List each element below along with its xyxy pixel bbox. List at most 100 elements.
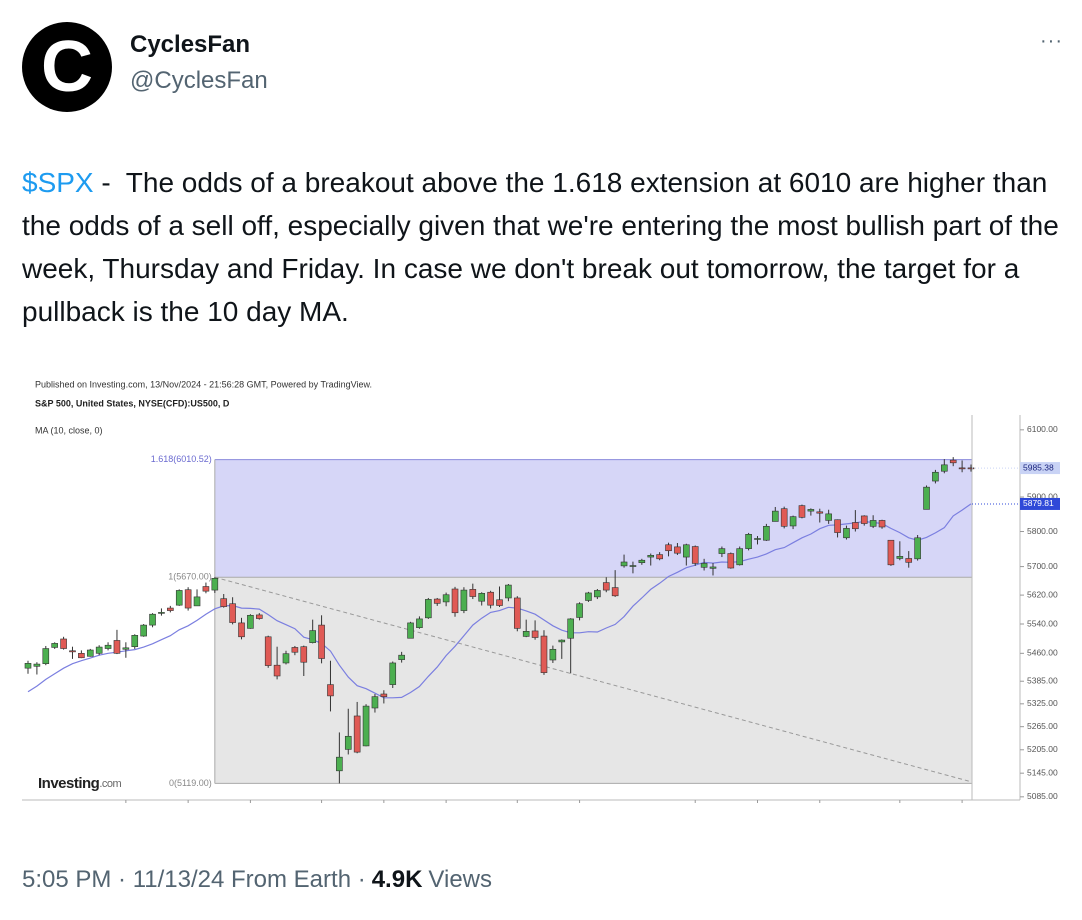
candle-body <box>834 519 841 533</box>
y-tick-label: 5460.00 <box>1027 648 1058 658</box>
candle-body <box>647 555 655 558</box>
candle-body <box>736 548 743 566</box>
user-name[interactable]: CyclesFan <box>130 31 251 58</box>
candle-body <box>256 614 263 619</box>
candle-body <box>718 548 726 554</box>
candle-body <box>798 505 806 518</box>
price-badge-label: 5879.81 <box>1023 498 1054 508</box>
candle-body <box>754 538 761 540</box>
y-tick-label: 6100.00 <box>1027 424 1058 434</box>
candle-body <box>273 664 281 677</box>
candle-body <box>665 544 672 552</box>
price-badge <box>1020 462 1060 475</box>
candle-body <box>923 486 930 510</box>
y-tick-label: 5620.00 <box>1027 589 1058 599</box>
candle-body <box>469 589 477 597</box>
candle-body <box>949 459 957 464</box>
candle-body <box>878 520 886 528</box>
y-tick-label: 5385.00 <box>1027 675 1058 685</box>
candle-body <box>816 511 824 514</box>
candle-body <box>558 639 566 643</box>
candle-body <box>611 587 619 597</box>
fib-label: 1.618(6010.52) <box>151 454 212 464</box>
candle-body <box>175 590 183 606</box>
candle-body <box>594 590 601 598</box>
candle-body <box>264 636 272 666</box>
user-handle[interactable]: @CyclesFan <box>130 67 268 94</box>
candle-body <box>843 528 850 539</box>
candle-body <box>140 624 147 637</box>
y-tick-label: 5900.00 <box>1027 491 1058 501</box>
chart: Published on Investing.com, 13/Nov/2024 … <box>22 379 1060 803</box>
candle-body <box>763 526 770 541</box>
tweet-body: - The odds of a breakout above the 1.618… <box>22 167 1067 327</box>
candle-body <box>353 715 361 753</box>
candle-body <box>585 592 592 601</box>
candle-body <box>86 649 94 657</box>
candle-body <box>460 589 468 611</box>
candle-body <box>362 705 370 747</box>
indicator-label: MA (10, close, 0) <box>35 425 103 435</box>
candle-body <box>860 515 868 524</box>
candle-body <box>380 693 388 697</box>
more-menu[interactable]: ··· <box>1040 30 1063 52</box>
avatar[interactable]: C <box>22 22 112 112</box>
candle-body <box>104 644 112 649</box>
logo: Investing.com <box>38 775 122 792</box>
candle-body <box>771 510 779 522</box>
fib-zone-lower <box>214 577 973 784</box>
candle-body <box>531 630 539 638</box>
candle-body <box>789 516 797 527</box>
candle-body <box>691 546 699 564</box>
y-tick-label: 5145.00 <box>1027 767 1058 777</box>
candle-body <box>487 591 494 606</box>
candle-body <box>158 612 165 614</box>
candle-body <box>131 635 139 648</box>
chart-published: Published on Investing.com, 13/Nov/2024 … <box>35 379 372 389</box>
trend-line <box>214 576 973 783</box>
price-badge <box>1020 497 1060 510</box>
candle-body <box>344 735 352 750</box>
candle-body <box>42 648 50 665</box>
candle-body <box>496 599 503 606</box>
candle-body <box>51 643 58 648</box>
candle-body <box>807 509 815 512</box>
tweet-text: $SPX - The odds of a breakout above the … <box>22 161 1067 333</box>
candle-body <box>122 647 130 650</box>
candle-body <box>433 598 441 604</box>
candle-body <box>407 622 414 639</box>
y-tick-label: 5800.00 <box>1027 526 1058 536</box>
tweet-time[interactable]: 5:05 PM · 11/13/24 From Earth · <box>22 866 366 893</box>
candle-body <box>780 508 788 527</box>
candle-body <box>540 635 548 673</box>
logo-suffix: .com <box>99 778 121 790</box>
candle-body <box>967 467 975 470</box>
candle-body <box>896 556 904 559</box>
candle-body <box>638 559 646 564</box>
candle-body <box>745 534 752 549</box>
candle-body <box>425 599 432 619</box>
fib-label: 0(5119.00) <box>169 778 212 788</box>
candle-body <box>522 630 530 637</box>
candle-body <box>95 646 103 654</box>
candle-body <box>576 603 583 618</box>
candle-body <box>211 577 219 591</box>
candle-body <box>282 653 290 664</box>
logo-main: Investing <box>38 775 100 792</box>
candle-body <box>825 513 832 521</box>
tweet-footer: 5:05 PM · 11/13/24 From Earth · 4.9K Views <box>22 866 492 894</box>
candle-body <box>113 640 121 654</box>
y-tick-label: 5540.00 <box>1027 618 1058 628</box>
candle-body <box>505 584 512 599</box>
candle-body <box>247 614 254 629</box>
candle-body <box>932 471 939 482</box>
candle-body <box>202 586 210 592</box>
candle-body <box>602 582 610 591</box>
candle-body <box>656 554 663 560</box>
cashtag-link[interactable]: $SPX <box>22 167 94 198</box>
candle-body <box>620 561 628 567</box>
candle-body <box>238 622 245 638</box>
candle-body <box>442 594 450 603</box>
candle-body <box>69 650 76 653</box>
